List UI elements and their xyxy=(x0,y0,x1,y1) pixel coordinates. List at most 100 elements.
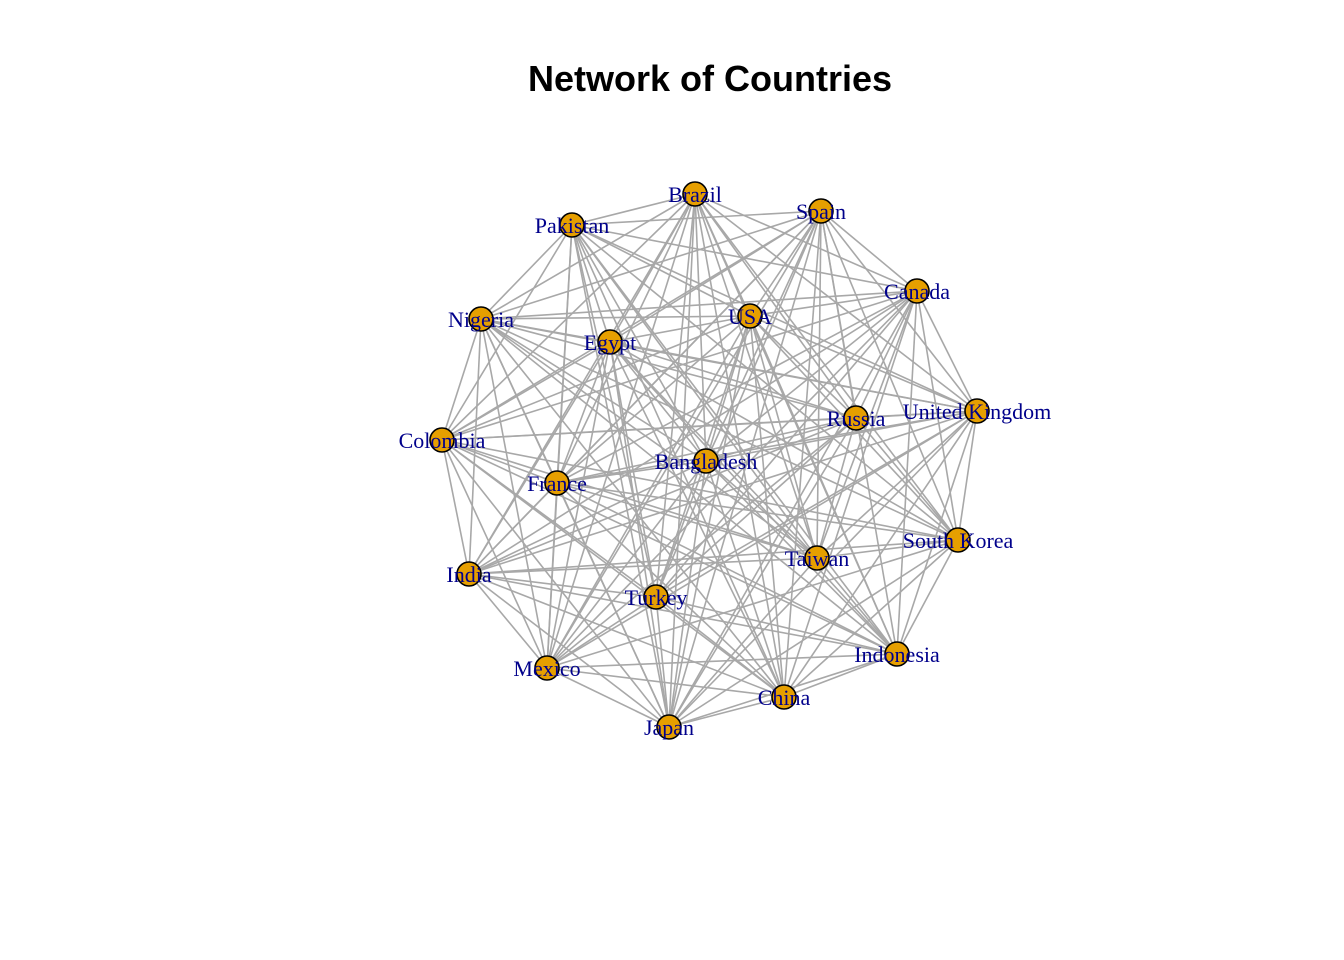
node-spain xyxy=(808,198,834,224)
edge xyxy=(468,482,558,575)
edge xyxy=(546,290,918,669)
edge xyxy=(441,410,978,441)
edge xyxy=(816,210,822,559)
node-label-colombia: Colombia xyxy=(399,428,486,453)
edge xyxy=(668,417,857,728)
edge xyxy=(609,341,818,559)
node-label-spain: Spain xyxy=(796,199,846,224)
node-indonesia xyxy=(884,641,910,667)
edge xyxy=(468,573,548,669)
edge xyxy=(468,573,898,655)
node-layer xyxy=(429,181,990,740)
edge xyxy=(571,224,898,655)
node-label-taiwan: Taiwan xyxy=(785,546,849,571)
node-canada xyxy=(904,278,930,304)
edge xyxy=(546,410,978,669)
node-label-india: India xyxy=(446,562,491,587)
edge xyxy=(749,290,918,317)
node-pakistan xyxy=(559,212,585,238)
edge xyxy=(668,290,918,728)
edge xyxy=(480,315,751,320)
edge xyxy=(916,290,959,541)
chart-title: Network of Countries xyxy=(527,58,893,99)
edge xyxy=(783,210,822,698)
node-label-russia: Russia xyxy=(827,406,886,431)
edge xyxy=(816,539,959,559)
edge xyxy=(855,417,959,541)
edge xyxy=(546,460,707,669)
edge xyxy=(441,341,611,441)
edge xyxy=(480,318,959,541)
node-label-mexico: Mexico xyxy=(513,656,580,681)
edge xyxy=(655,417,857,598)
edge xyxy=(468,573,657,598)
edge xyxy=(468,460,707,575)
node-china xyxy=(771,684,797,710)
edge xyxy=(480,290,918,320)
edge xyxy=(556,482,670,728)
edge xyxy=(468,573,785,698)
node-label-south-korea: South Korea xyxy=(903,528,1014,553)
edge xyxy=(556,410,978,484)
edge xyxy=(783,653,898,698)
node-label-nigeria: Nigeria xyxy=(448,307,514,332)
edge xyxy=(480,224,573,320)
edge xyxy=(609,341,959,541)
edge xyxy=(668,315,751,728)
node-nigeria xyxy=(468,306,494,332)
edge xyxy=(571,193,696,226)
edge xyxy=(441,193,696,441)
edge xyxy=(546,667,785,698)
edge-layer xyxy=(441,193,978,728)
edge xyxy=(480,318,857,419)
edge xyxy=(546,539,959,669)
edge xyxy=(441,210,822,441)
edge xyxy=(546,667,670,728)
edge xyxy=(609,341,978,412)
edge xyxy=(694,193,959,541)
edge xyxy=(556,482,898,655)
node-bangladesh xyxy=(693,448,719,474)
edge xyxy=(609,341,707,462)
node-label-canada: Canada xyxy=(884,279,950,304)
edge xyxy=(896,290,918,655)
edge xyxy=(480,193,696,320)
edge xyxy=(571,210,822,226)
edge xyxy=(705,460,785,698)
node-india xyxy=(456,561,482,587)
edge xyxy=(655,596,898,655)
edge xyxy=(468,417,857,575)
edge xyxy=(546,210,822,669)
edge xyxy=(896,539,959,655)
edge xyxy=(668,210,822,728)
edge xyxy=(571,224,978,412)
edge xyxy=(441,439,818,559)
node-label-pakistan: Pakistan xyxy=(535,213,610,238)
edge xyxy=(783,290,918,698)
edge xyxy=(705,210,822,462)
edge xyxy=(571,224,670,728)
edge xyxy=(705,460,818,559)
edge xyxy=(749,315,978,412)
edge xyxy=(668,557,818,728)
edge xyxy=(609,341,857,419)
edge xyxy=(749,315,857,419)
edge xyxy=(480,318,707,462)
edge xyxy=(468,557,818,575)
edge xyxy=(441,439,898,655)
edge xyxy=(556,482,785,698)
edge xyxy=(705,460,898,655)
edge xyxy=(546,596,657,669)
edge xyxy=(571,224,751,317)
node-label-egypt: Egypt xyxy=(584,330,637,355)
node-turkey xyxy=(643,584,669,610)
edge xyxy=(556,460,707,484)
node-label-usa: USA xyxy=(728,304,772,329)
node-label-bangladesh: Bangladesh xyxy=(655,449,758,474)
edge xyxy=(480,318,898,655)
edge xyxy=(571,224,818,559)
edge xyxy=(783,539,959,698)
edge xyxy=(668,460,707,728)
edge xyxy=(571,224,657,598)
node-label-china: China xyxy=(758,685,811,710)
